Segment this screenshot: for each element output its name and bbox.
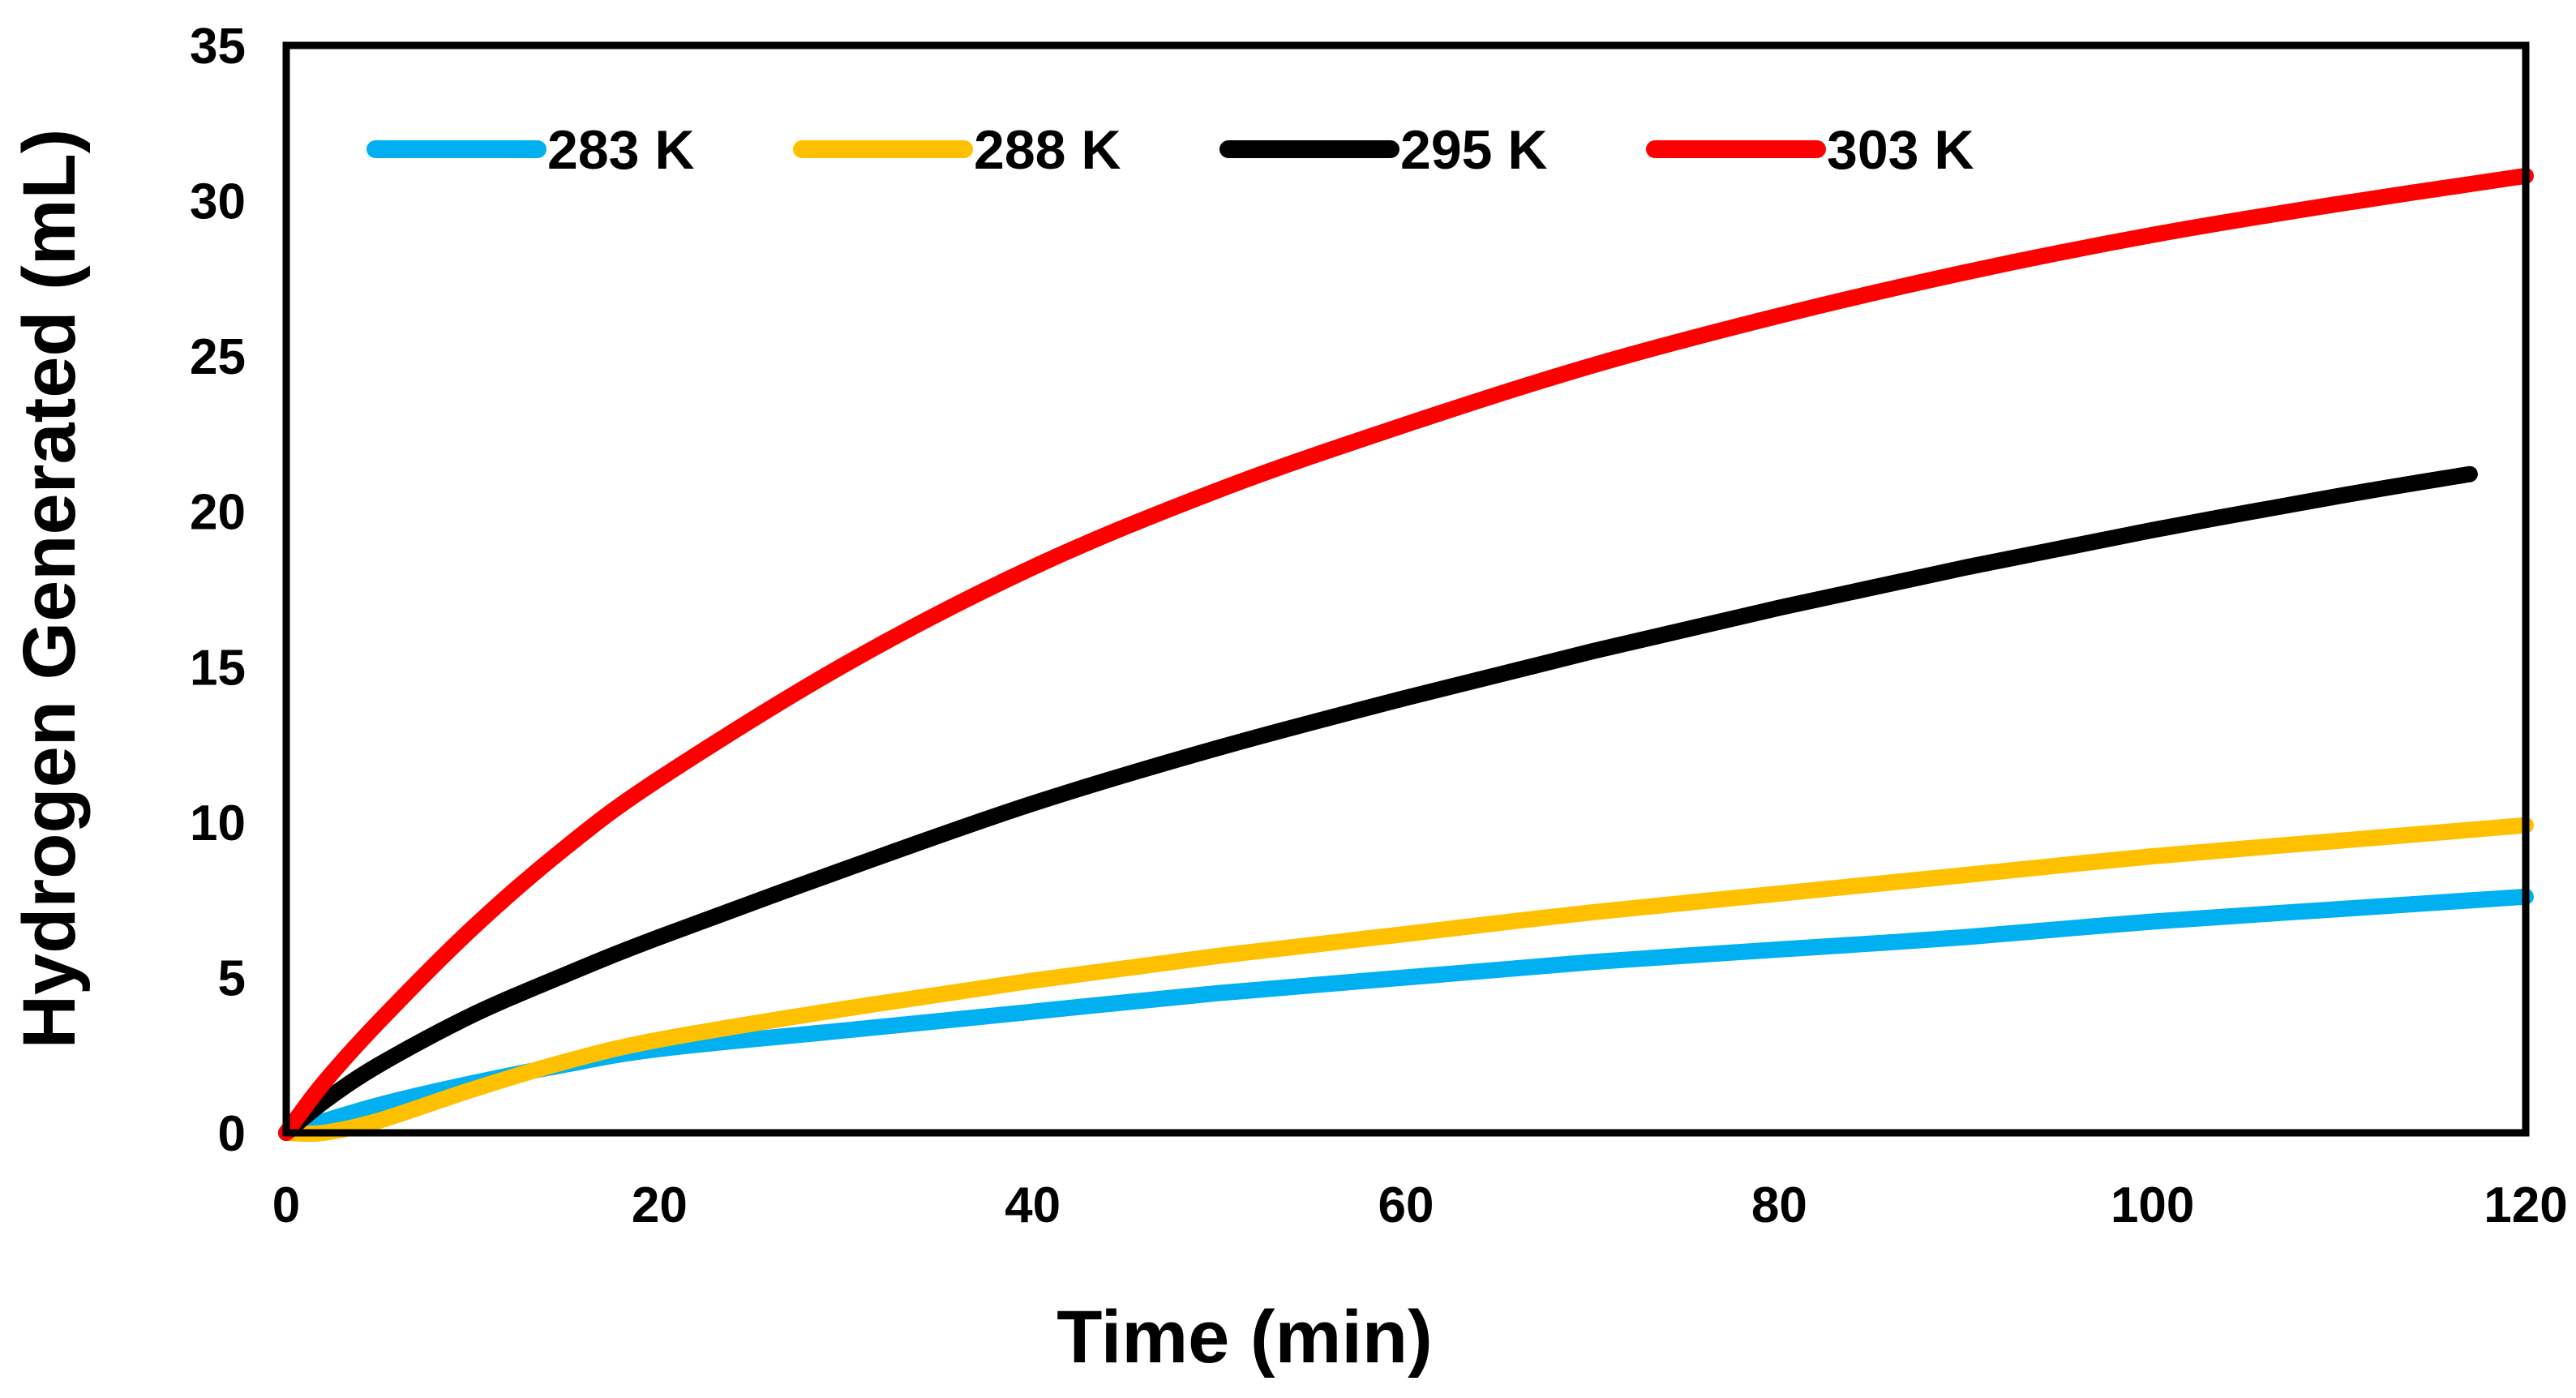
y-tick-label: 20 xyxy=(190,485,246,541)
series-line-303-k xyxy=(278,167,2534,1141)
y-tick-label: 0 xyxy=(218,1106,246,1162)
plot-frame xyxy=(282,41,2530,1137)
x-axis-ticks: 0 20 40 60 80 100 120 xyxy=(272,1177,2568,1233)
series-layer xyxy=(278,167,2534,1143)
x-tick-label: 60 xyxy=(1378,1177,1434,1233)
series-line-295-k xyxy=(278,465,2478,1141)
y-tick-label: 10 xyxy=(190,795,246,851)
y-tick-label: 25 xyxy=(190,329,246,385)
legend-label: 303 K xyxy=(1827,119,1974,181)
y-axis-ticks: 0 5 10 15 20 25 30 35 xyxy=(190,19,246,1162)
legend-label: 295 K xyxy=(1400,119,1547,181)
series-line-288-k xyxy=(278,817,2534,1143)
legend-label: 283 K xyxy=(547,119,694,181)
y-axis-title: Hydrogen Generated (mL) xyxy=(8,129,91,1049)
x-axis-title: Time (min) xyxy=(1057,1296,1432,1379)
legend-label: 288 K xyxy=(974,119,1121,181)
y-tick-label: 35 xyxy=(190,19,246,75)
x-tick-label: 100 xyxy=(2111,1177,2194,1233)
x-tick-label: 0 xyxy=(272,1177,300,1233)
y-tick-label: 5 xyxy=(218,950,246,1006)
x-tick-label: 120 xyxy=(2484,1177,2567,1233)
legend: 283 K 288 K 295 K 303 K xyxy=(366,119,1974,181)
y-tick-label: 30 xyxy=(190,174,246,230)
x-tick-label: 20 xyxy=(632,1177,688,1233)
x-tick-label: 40 xyxy=(1005,1177,1061,1233)
y-tick-label: 15 xyxy=(190,640,246,696)
x-tick-label: 80 xyxy=(1751,1177,1807,1233)
